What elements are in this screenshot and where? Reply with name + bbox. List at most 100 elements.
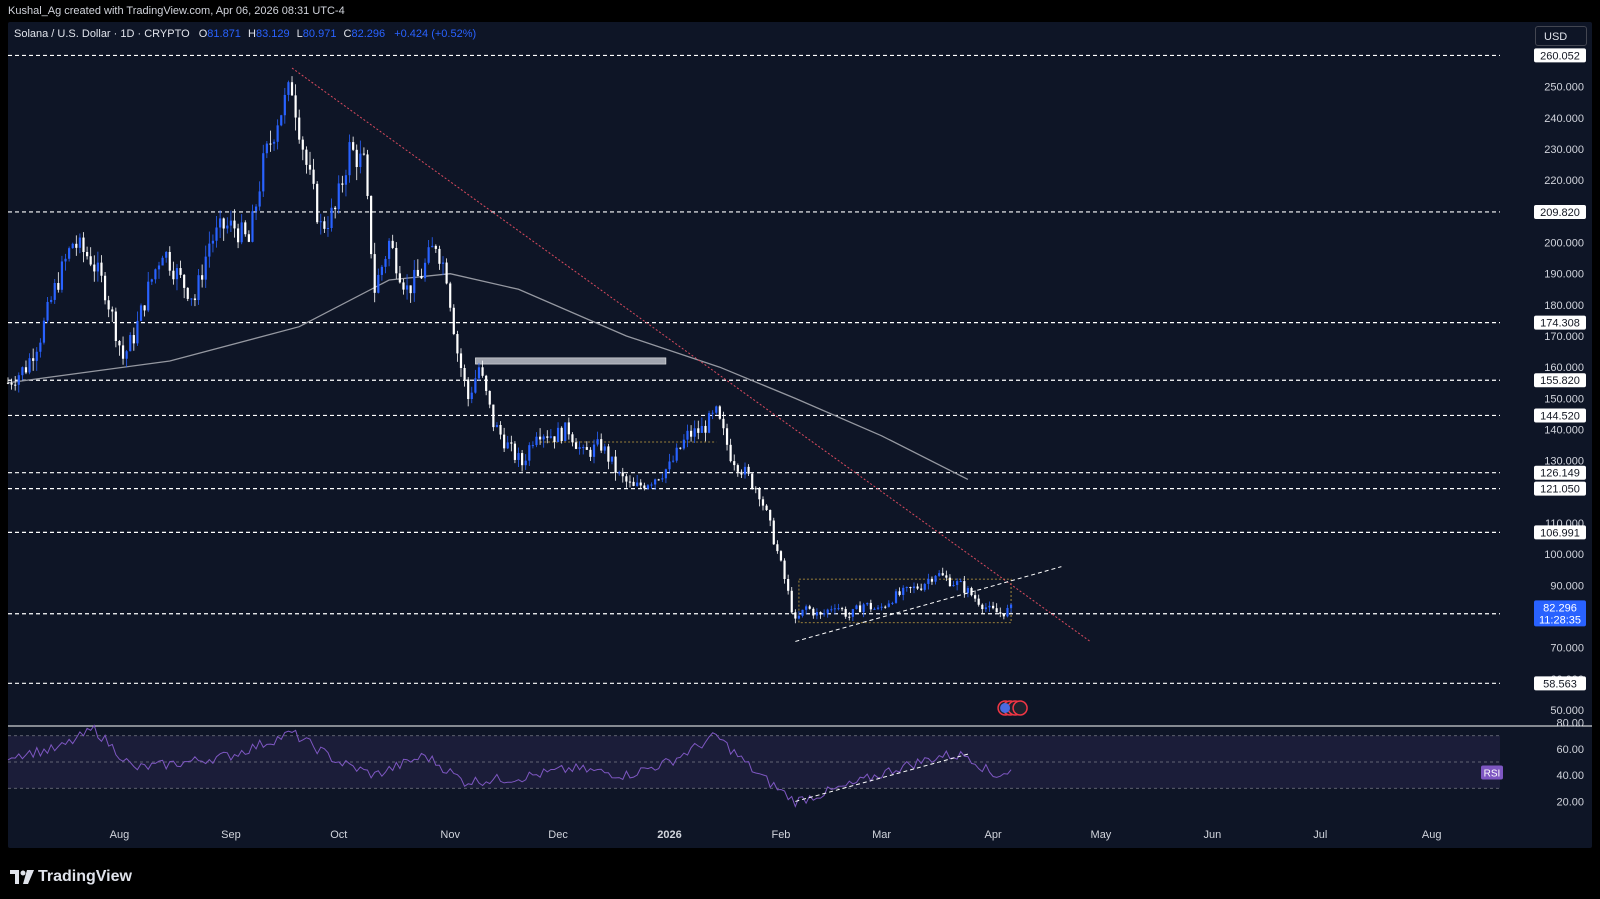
candle-body[interactable] xyxy=(474,378,477,393)
candle-body[interactable] xyxy=(398,273,401,283)
candle-body[interactable] xyxy=(945,575,948,578)
candle-body[interactable] xyxy=(898,591,901,595)
candle-body[interactable] xyxy=(147,281,150,311)
candle-body[interactable] xyxy=(244,222,247,235)
candle-body[interactable] xyxy=(204,256,207,280)
candle-body[interactable] xyxy=(938,573,941,576)
candle-body[interactable] xyxy=(197,275,200,301)
candle-body[interactable] xyxy=(211,240,215,244)
candle-body[interactable] xyxy=(175,268,179,280)
candle-body[interactable] xyxy=(308,164,312,170)
candle-body[interactable] xyxy=(1002,613,1005,617)
candle-body[interactable] xyxy=(923,583,926,590)
candle-body[interactable] xyxy=(298,117,301,140)
candle-body[interactable] xyxy=(24,367,28,373)
candle-body[interactable] xyxy=(28,358,31,373)
candle-body[interactable] xyxy=(459,353,463,369)
candle-body[interactable] xyxy=(64,258,67,262)
candle-body[interactable] xyxy=(711,412,714,414)
candle-body[interactable] xyxy=(21,367,24,376)
candle-body[interactable] xyxy=(707,413,711,433)
candle-body[interactable] xyxy=(136,320,139,344)
candle-body[interactable] xyxy=(765,505,768,510)
candle-body[interactable] xyxy=(441,262,445,264)
candle-body[interactable] xyxy=(833,608,836,610)
candle-body[interactable] xyxy=(952,584,955,587)
candle-body[interactable] xyxy=(258,191,261,207)
candle-body[interactable] xyxy=(718,406,721,419)
candle-body[interactable] xyxy=(556,427,560,443)
candle-body[interactable] xyxy=(858,605,862,613)
candle-body[interactable] xyxy=(154,269,157,280)
candle-body[interactable] xyxy=(236,228,240,243)
candle-body[interactable] xyxy=(823,613,826,615)
candle-body[interactable] xyxy=(966,588,970,593)
candle-body[interactable] xyxy=(754,488,757,490)
candle-body[interactable] xyxy=(974,595,977,599)
candle-body[interactable] xyxy=(567,422,570,435)
candle-body[interactable] xyxy=(129,335,132,352)
candle-body[interactable] xyxy=(503,434,506,449)
candle-body[interactable] xyxy=(664,469,668,479)
candle-body[interactable] xyxy=(981,604,984,610)
candle-body[interactable] xyxy=(75,243,78,248)
rsi-divergence-line[interactable] xyxy=(795,753,969,802)
candle-body[interactable] xyxy=(193,298,197,301)
candle-body[interactable] xyxy=(661,478,664,480)
candle-body[interactable] xyxy=(657,479,660,481)
candle-body[interactable] xyxy=(280,115,283,126)
candle-body[interactable] xyxy=(603,446,606,451)
candle-body[interactable] xyxy=(183,274,186,288)
candle-body[interactable] xyxy=(165,251,168,258)
candle-body[interactable] xyxy=(427,247,430,263)
candle-body[interactable] xyxy=(14,384,17,386)
candle-body[interactable] xyxy=(884,606,887,608)
candle-body[interactable] xyxy=(71,243,74,249)
candle-body[interactable] xyxy=(628,481,632,483)
candle-body[interactable] xyxy=(420,275,423,279)
candle-body[interactable] xyxy=(589,449,592,457)
candle-body[interactable] xyxy=(794,612,797,619)
candle-body[interactable] xyxy=(528,445,531,461)
candle-body[interactable] xyxy=(179,268,182,275)
candle-body[interactable] xyxy=(610,456,614,462)
candle-body[interactable] xyxy=(574,442,578,449)
candle-body[interactable] xyxy=(722,418,725,429)
candle-body[interactable] xyxy=(538,436,542,440)
candle-body[interactable] xyxy=(384,258,387,267)
candle-body[interactable] xyxy=(564,422,567,441)
candle-body[interactable] xyxy=(201,275,204,280)
candle-body[interactable] xyxy=(481,367,484,376)
candle-body[interactable] xyxy=(927,578,930,584)
candle-body[interactable] xyxy=(866,602,869,605)
candle-body[interactable] xyxy=(57,283,60,290)
candle-body[interactable] xyxy=(646,485,650,489)
candle-body[interactable] xyxy=(222,218,225,229)
candle-body[interactable] xyxy=(830,609,833,611)
candle-body[interactable] xyxy=(977,598,980,605)
candle-body[interactable] xyxy=(186,287,189,299)
candle-body[interactable] xyxy=(999,612,1002,614)
descending-trendline[interactable] xyxy=(291,67,1091,642)
candle-body[interactable] xyxy=(362,153,366,155)
candle-body[interactable] xyxy=(736,465,739,472)
candle-body[interactable] xyxy=(103,275,107,301)
candle-body[interactable] xyxy=(607,446,610,462)
candle-body[interactable] xyxy=(438,248,441,264)
candle-body[interactable] xyxy=(373,254,376,293)
candle-body[interactable] xyxy=(614,456,617,473)
candle-body[interactable] xyxy=(819,612,822,615)
candle-body[interactable] xyxy=(801,609,804,616)
candle-body[interactable] xyxy=(111,309,114,312)
candle-body[interactable] xyxy=(190,298,193,300)
candle-body[interactable] xyxy=(582,447,585,449)
candle-body[interactable] xyxy=(549,436,552,438)
candle-body[interactable] xyxy=(912,586,916,589)
candle-body[interactable] xyxy=(941,573,944,576)
candle-body[interactable] xyxy=(150,279,153,282)
candle-body[interactable] xyxy=(402,282,405,290)
candle-body[interactable] xyxy=(39,342,42,352)
candle-body[interactable] xyxy=(848,616,851,618)
candle-body[interactable] xyxy=(366,154,369,196)
candle-body[interactable] xyxy=(805,606,808,610)
